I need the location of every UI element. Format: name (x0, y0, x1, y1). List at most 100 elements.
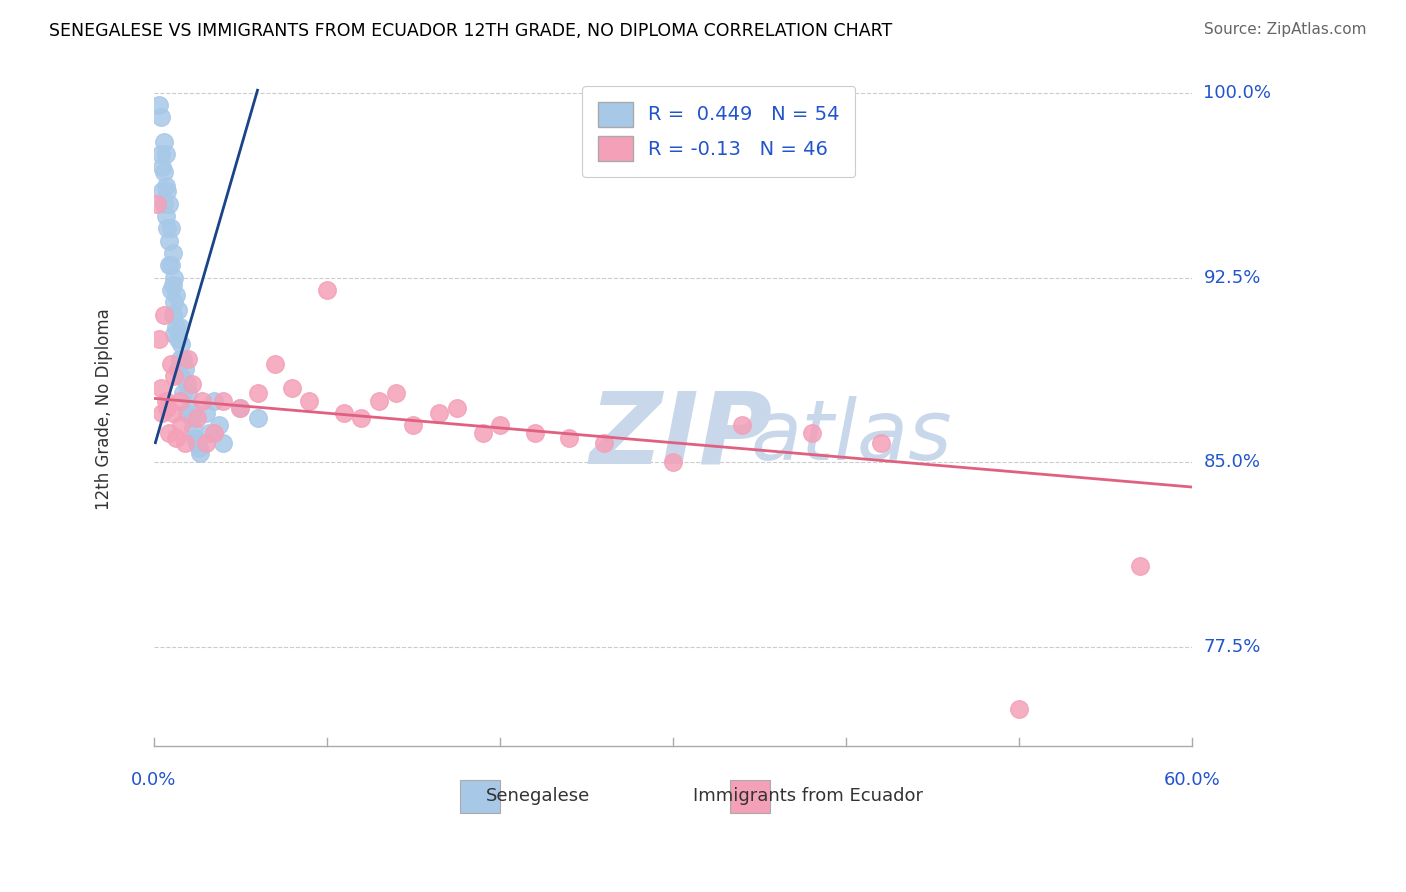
Point (662, 455, 685, 469)
Point (153, 308, 176, 322)
Point (869, 435, 891, 450)
Point (173, 435, 195, 450)
Point (169, 393, 191, 408)
Point (170, 369, 193, 384)
Point (1129, 558, 1152, 573)
Text: Senegalese: Senegalese (486, 788, 591, 805)
Text: Immigrants from Ecuador: Immigrants from Ecuador (693, 788, 924, 805)
Point (263, 357, 285, 371)
Point (163, 295, 186, 310)
Point (350, 411, 373, 425)
Point (153, 135, 176, 149)
Point (148, 98, 170, 112)
Point (731, 418, 754, 433)
Point (208, 418, 231, 433)
Point (246, 411, 269, 425)
Point (298, 393, 321, 408)
FancyBboxPatch shape (460, 780, 499, 814)
Point (186, 411, 208, 425)
Point (177, 386, 200, 401)
Point (163, 327, 186, 342)
Point (156, 221, 179, 235)
Text: 100.0%: 100.0% (1204, 84, 1271, 102)
Text: 12th Grade, No Diploma: 12th Grade, No Diploma (94, 309, 112, 510)
Point (212, 393, 235, 408)
Point (191, 393, 214, 408)
Point (183, 421, 205, 435)
Point (180, 411, 202, 425)
Point (162, 406, 184, 420)
Point (160, 357, 183, 371)
Text: 85.0%: 85.0% (1204, 453, 1261, 471)
Point (167, 361, 190, 376)
Point (150, 406, 173, 420)
Point (198, 425, 221, 440)
Point (187, 441, 209, 455)
Point (149, 111, 172, 125)
Point (194, 406, 217, 420)
Point (190, 445, 212, 459)
Point (169, 319, 191, 334)
FancyBboxPatch shape (730, 780, 769, 814)
Point (184, 431, 207, 445)
Point (149, 147, 172, 161)
Point (155, 179, 177, 194)
Point (558, 431, 581, 445)
Point (172, 386, 194, 401)
Point (157, 234, 180, 248)
Point (176, 406, 198, 420)
Point (180, 376, 202, 391)
Point (170, 337, 193, 351)
Point (150, 184, 173, 198)
Point (162, 277, 184, 292)
Point (150, 160, 173, 174)
Point (149, 382, 172, 396)
Point (155, 393, 177, 408)
Point (446, 401, 468, 416)
Point (160, 283, 183, 297)
Point (146, 196, 169, 211)
Text: SENEGALESE VS IMMIGRANTS FROM ECUADOR 12TH GRADE, NO DIPLOMA CORRELATION CHART: SENEGALESE VS IMMIGRANTS FROM ECUADOR 12… (49, 22, 893, 40)
Point (155, 209, 177, 223)
Point (177, 351, 200, 366)
Point (1008, 702, 1031, 716)
Point (202, 393, 225, 408)
Text: 92.5%: 92.5% (1204, 268, 1261, 286)
Point (165, 319, 187, 334)
Point (172, 351, 194, 366)
Point (156, 401, 179, 416)
Point (148, 332, 170, 346)
Point (163, 270, 186, 285)
Text: 0.0%: 0.0% (131, 771, 176, 789)
Point (489, 418, 512, 433)
Point (155, 147, 177, 161)
Point (157, 258, 180, 272)
Point (333, 406, 356, 420)
Point (162, 246, 184, 260)
Point (179, 401, 201, 416)
Point (153, 196, 176, 211)
Point (202, 425, 225, 440)
Point (162, 308, 184, 322)
Point (160, 258, 183, 272)
Text: atlas: atlas (751, 396, 952, 477)
Point (157, 196, 180, 211)
Point (592, 435, 614, 450)
Text: 60.0%: 60.0% (1164, 771, 1220, 789)
Point (169, 351, 191, 366)
Point (281, 382, 304, 396)
Point (173, 361, 195, 376)
Point (402, 418, 425, 433)
Point (427, 406, 450, 420)
Point (229, 401, 252, 416)
Point (367, 393, 389, 408)
Point (160, 221, 183, 235)
Point (229, 401, 252, 416)
Point (170, 418, 193, 433)
Text: 77.5%: 77.5% (1204, 639, 1261, 657)
Legend: R =  0.449   N = 54, R = -0.13   N = 46: R = 0.449 N = 54, R = -0.13 N = 46 (582, 86, 855, 177)
Point (176, 376, 198, 391)
Point (246, 386, 269, 401)
Point (156, 184, 179, 198)
Text: Source: ZipAtlas.com: Source: ZipAtlas.com (1204, 22, 1367, 37)
